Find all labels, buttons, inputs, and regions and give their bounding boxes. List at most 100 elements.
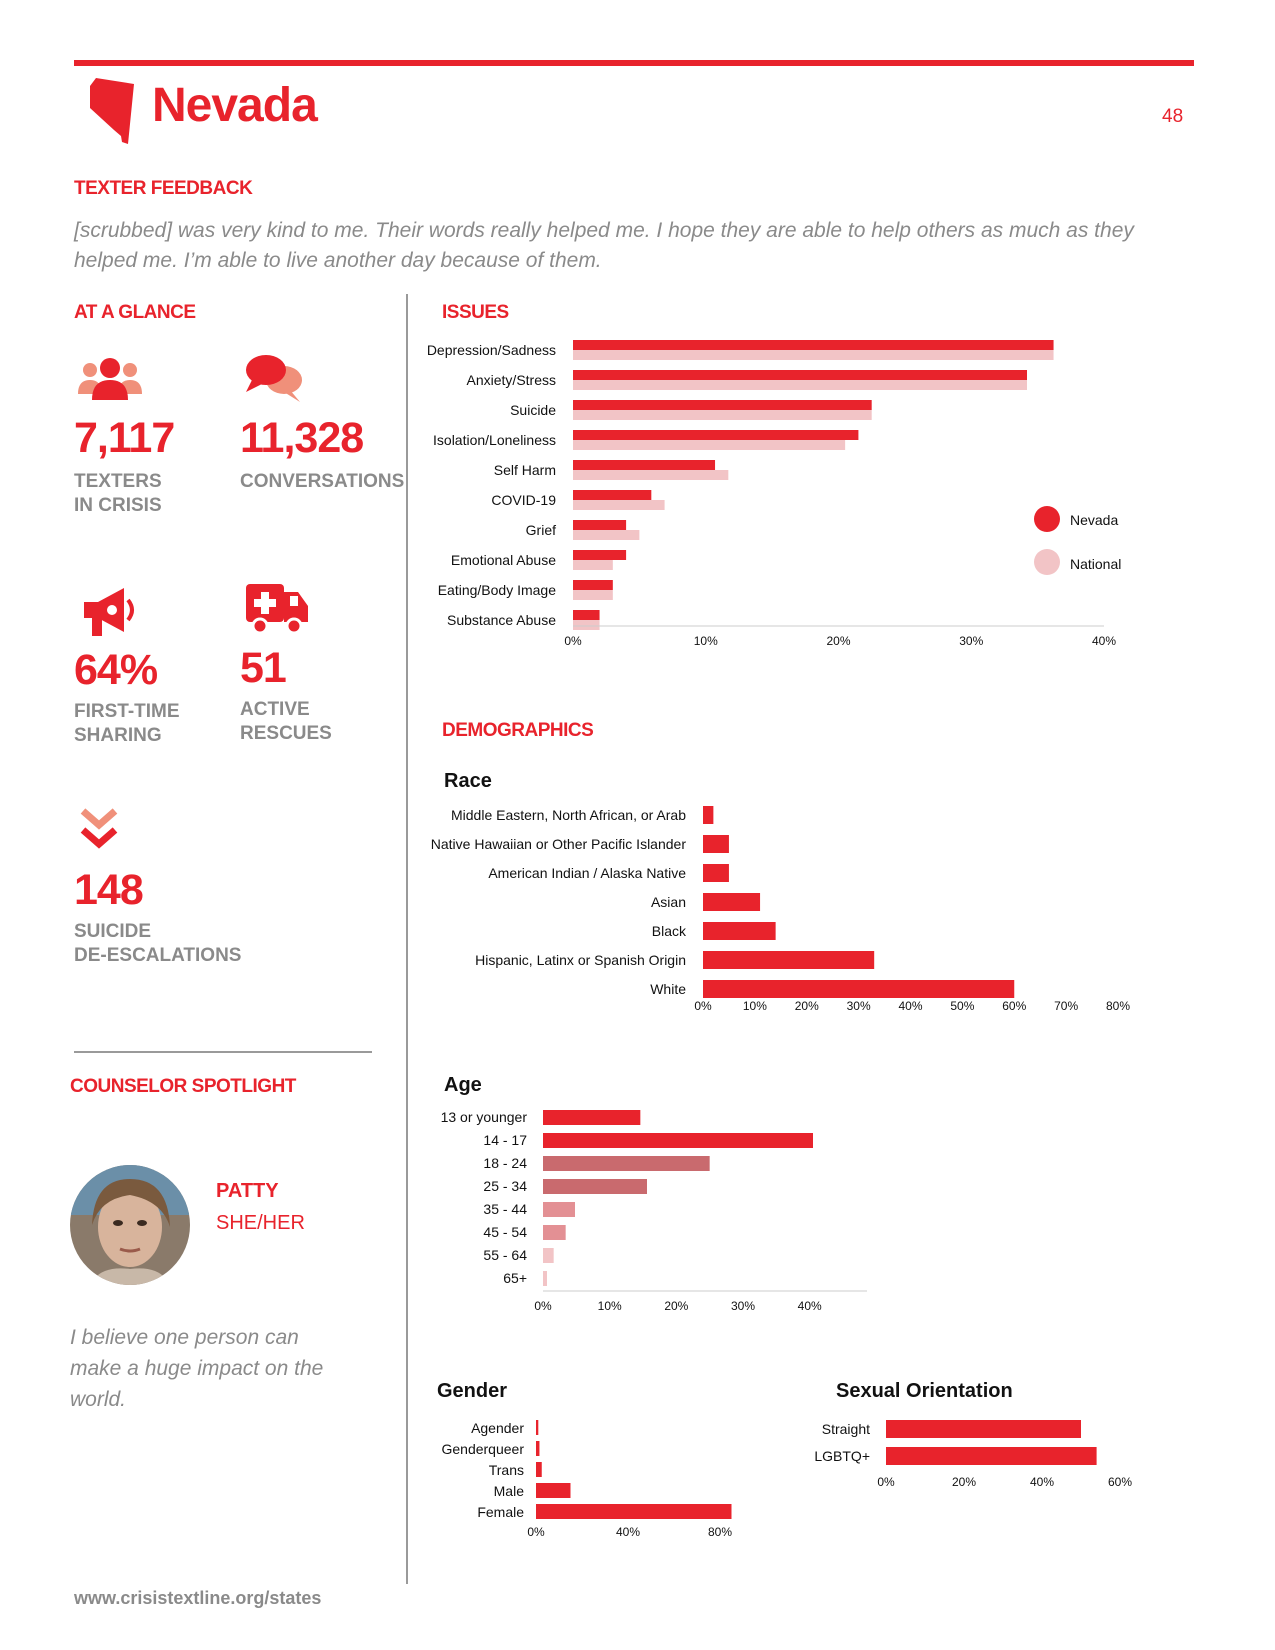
megaphone-icon xyxy=(84,588,134,636)
bar xyxy=(536,1504,732,1519)
counselor-quote: I believe one person can make a huge imp… xyxy=(70,1322,360,1415)
deescalations-label: SUICIDE DE-ESCALATIONS xyxy=(74,920,241,968)
bar-nevada xyxy=(573,340,1054,350)
x-tick-label: 20% xyxy=(952,1475,976,1489)
bar xyxy=(703,951,875,969)
x-tick-label: 40% xyxy=(1092,634,1116,648)
bar-nevada xyxy=(573,610,600,620)
category-label: Asian xyxy=(651,894,686,910)
label-line: SUICIDE xyxy=(74,921,152,942)
x-tick-label: 80% xyxy=(708,1525,732,1539)
bar-national xyxy=(573,500,665,510)
bar xyxy=(543,1156,710,1171)
bar-nevada xyxy=(573,550,627,560)
footer-url: www.crisistextline.org/states xyxy=(74,1588,322,1608)
x-tick-label: 30% xyxy=(847,999,871,1013)
category-label: COVID-19 xyxy=(491,492,556,508)
x-tick-label: 40% xyxy=(616,1525,640,1539)
bar xyxy=(543,1179,647,1194)
at-a-glance-heading: AT A GLANCE xyxy=(74,302,196,323)
category-label: Agender xyxy=(471,1420,524,1436)
quote-line: world. xyxy=(70,1388,127,1411)
bar xyxy=(703,893,761,911)
bar xyxy=(886,1420,1081,1438)
state-title: Nevada xyxy=(152,79,318,132)
x-tick-label: 50% xyxy=(950,999,974,1013)
bar xyxy=(543,1133,813,1148)
bar xyxy=(543,1110,641,1125)
page-number: 48 xyxy=(1162,106,1184,127)
x-tick-label: 10% xyxy=(694,634,718,648)
category-label: 18 - 24 xyxy=(483,1155,527,1171)
bar-national xyxy=(573,470,729,480)
category-label: Genderqueer xyxy=(441,1441,524,1457)
category-label: Grief xyxy=(526,522,556,538)
category-label: Substance Abuse xyxy=(447,612,556,628)
avatar xyxy=(70,1165,190,1285)
category-label: Hispanic, Latinx or Spanish Origin xyxy=(475,952,686,968)
bar-nevada xyxy=(573,520,627,530)
race-chart: Middle Eastern, North African, or Arab Na… xyxy=(431,806,1130,1013)
x-tick-label: 0% xyxy=(694,999,712,1013)
legend-label-nevada: Nevada xyxy=(1070,512,1119,528)
gender-chart-title: Gender xyxy=(437,1380,508,1402)
texter-feedback-heading: TEXTER FEEDBACK xyxy=(74,178,253,199)
label-line: IN CRISIS xyxy=(74,495,162,516)
category-label: 25 - 34 xyxy=(483,1178,527,1194)
column-divider xyxy=(406,294,408,1584)
category-label: Suicide xyxy=(510,402,556,418)
category-label: Anxiety/Stress xyxy=(467,372,556,388)
nevada-state-icon xyxy=(90,78,134,144)
label-line: ACTIVE xyxy=(240,699,310,720)
x-tick-label: 10% xyxy=(743,999,767,1013)
bar-national xyxy=(573,560,613,570)
demographics-heading: DEMOGRAPHICS xyxy=(442,720,594,741)
counselor-photo xyxy=(70,1165,190,1285)
rescues-label: ACTIVE RESCUES xyxy=(240,698,332,746)
legend-swatch-nevada xyxy=(1034,506,1060,532)
age-chart: 13 or younger 14 - 17 18 - 24 25 - 34 35 - 4… xyxy=(441,1110,867,1313)
x-tick-label: 10% xyxy=(598,1299,622,1313)
category-label: 55 - 64 xyxy=(483,1247,527,1263)
x-tick-label: 40% xyxy=(898,999,922,1013)
category-label: LGBTQ+ xyxy=(814,1448,870,1464)
bar xyxy=(543,1202,575,1217)
bar xyxy=(703,835,729,853)
label-line: RESCUES xyxy=(240,723,332,744)
quote-line: make a huge impact on the xyxy=(70,1357,324,1380)
x-tick-label: 30% xyxy=(731,1299,755,1313)
bar-national xyxy=(573,620,600,630)
deescalations-value: 148 xyxy=(74,866,144,914)
x-tick-label: 0% xyxy=(564,634,582,648)
category-label: Female xyxy=(477,1504,524,1520)
bar-national xyxy=(573,530,640,540)
bar xyxy=(703,806,714,824)
bar-national xyxy=(573,350,1054,360)
category-label: Isolation/Loneliness xyxy=(433,432,556,448)
counselor-name: PATTY xyxy=(216,1180,279,1202)
texters-label: TEXTERS IN CRISIS xyxy=(74,470,162,518)
ambulance-icon xyxy=(246,584,308,635)
quote-line: helped me. I’m able to live another day … xyxy=(74,249,602,272)
orientation-chart-title: Sexual Orientation xyxy=(836,1380,1013,1402)
category-label: 45 - 54 xyxy=(483,1224,527,1240)
bar-nevada xyxy=(573,490,652,500)
bar xyxy=(703,922,776,940)
first-time-value: 64% xyxy=(74,646,158,694)
counselor-spotlight-heading: COUNSELOR SPOTLIGHT xyxy=(70,1076,296,1097)
bar-nevada xyxy=(573,400,872,410)
x-tick-label: 40% xyxy=(1030,1475,1054,1489)
x-tick-label: 20% xyxy=(664,1299,688,1313)
category-label: White xyxy=(650,981,686,997)
texter-feedback-quote: [scrubbed] was very kind to me. Their wo… xyxy=(74,216,1204,276)
x-tick-label: 40% xyxy=(798,1299,822,1313)
issues-heading: ISSUES xyxy=(442,302,509,323)
conversations-value: 11,328 xyxy=(240,414,364,462)
category-label: Black xyxy=(652,923,687,939)
section-divider xyxy=(74,1051,372,1053)
x-tick-label: 0% xyxy=(534,1299,552,1313)
bar xyxy=(536,1483,571,1498)
people-icon xyxy=(78,358,142,400)
category-label: Native Hawaiian or Other Pacific Islande… xyxy=(431,836,687,852)
